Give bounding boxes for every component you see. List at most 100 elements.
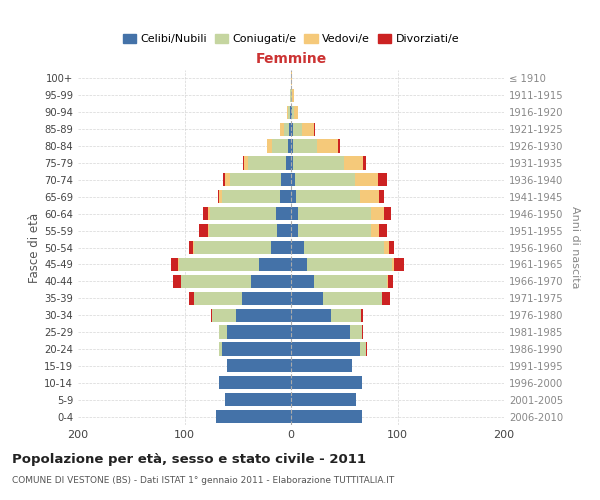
Bar (394, 258, 404, 271)
Bar (284, 122, 289, 136)
Bar (178, 258, 179, 271)
Bar (291, 140, 293, 152)
Bar (203, 207, 208, 220)
Bar (365, 342, 367, 355)
Bar (290, 89, 291, 102)
Bar (280, 190, 291, 203)
Text: Popolazione per età, sesso e stato civile - 2011: Popolazione per età, sesso e stato civil… (12, 452, 366, 466)
Bar (266, 140, 272, 152)
Bar (392, 258, 394, 271)
Bar (210, 207, 276, 220)
Bar (388, 274, 393, 288)
Bar (371, 207, 383, 220)
Bar (288, 140, 291, 152)
Bar (218, 376, 291, 390)
Bar (248, 156, 286, 170)
Bar (223, 174, 225, 186)
Bar (291, 410, 362, 423)
Y-axis label: Fasce di età: Fasce di età (28, 212, 41, 282)
Bar (242, 292, 291, 305)
Bar (292, 89, 294, 102)
Text: COMUNE DI VESTONE (BS) - Dati ISTAT 1° gennaio 2011 - Elaborazione TUTTITALIA.IT: COMUNE DI VESTONE (BS) - Dati ISTAT 1° g… (12, 476, 394, 485)
Bar (194, 292, 242, 305)
Bar (225, 174, 230, 186)
Bar (286, 156, 291, 170)
Bar (382, 292, 390, 305)
Bar (307, 258, 392, 271)
Bar (317, 140, 338, 152)
Bar (291, 393, 356, 406)
Bar (217, 410, 291, 423)
Bar (218, 342, 222, 355)
Bar (291, 207, 298, 220)
Bar (290, 106, 291, 119)
Bar (383, 207, 391, 220)
Bar (294, 106, 298, 119)
Bar (291, 156, 293, 170)
Bar (379, 224, 387, 237)
Bar (291, 274, 314, 288)
Bar (181, 274, 251, 288)
Bar (371, 224, 379, 237)
Bar (225, 393, 291, 406)
Bar (194, 241, 271, 254)
Bar (344, 156, 364, 170)
Bar (288, 106, 290, 119)
Bar (211, 308, 212, 322)
Bar (292, 106, 294, 119)
Bar (379, 174, 387, 186)
Bar (291, 326, 350, 338)
Bar (291, 174, 295, 186)
Bar (251, 274, 291, 288)
Bar (298, 207, 371, 220)
Bar (291, 292, 323, 305)
Bar (293, 156, 344, 170)
Bar (222, 190, 280, 203)
Bar (179, 258, 259, 271)
Bar (331, 308, 361, 322)
Bar (291, 359, 352, 372)
Bar (293, 122, 302, 136)
Bar (291, 72, 292, 85)
Bar (212, 308, 236, 322)
Bar (296, 190, 360, 203)
Bar (276, 207, 291, 220)
Bar (291, 376, 362, 390)
Bar (293, 140, 317, 152)
Bar (361, 308, 364, 322)
Y-axis label: Anni di nascita: Anni di nascita (570, 206, 580, 289)
Bar (230, 174, 281, 186)
Legend: Celibi/Nubili, Coniugati/e, Vedovi/e, Divorziati/e: Celibi/Nubili, Coniugati/e, Vedovi/e, Di… (118, 30, 464, 48)
Bar (236, 308, 291, 322)
Bar (271, 241, 291, 254)
Bar (302, 122, 314, 136)
Bar (291, 241, 304, 254)
Bar (272, 140, 288, 152)
Bar (227, 326, 291, 338)
Bar (208, 207, 210, 220)
Bar (360, 342, 365, 355)
Bar (291, 122, 293, 136)
Bar (364, 156, 365, 170)
Bar (314, 122, 316, 136)
Bar (291, 106, 292, 119)
Bar (209, 224, 277, 237)
Bar (259, 258, 291, 271)
Bar (199, 224, 208, 237)
Bar (277, 224, 291, 237)
Bar (222, 342, 291, 355)
Bar (170, 258, 178, 271)
Bar (291, 308, 331, 322)
Bar (291, 342, 360, 355)
Bar (350, 326, 362, 338)
Bar (291, 89, 292, 102)
Bar (379, 190, 383, 203)
Bar (189, 292, 194, 305)
Bar (218, 190, 222, 203)
Text: Femmine: Femmine (256, 52, 326, 66)
Bar (244, 156, 248, 170)
Bar (289, 122, 291, 136)
Bar (355, 174, 379, 186)
Bar (323, 292, 382, 305)
Bar (314, 274, 387, 288)
